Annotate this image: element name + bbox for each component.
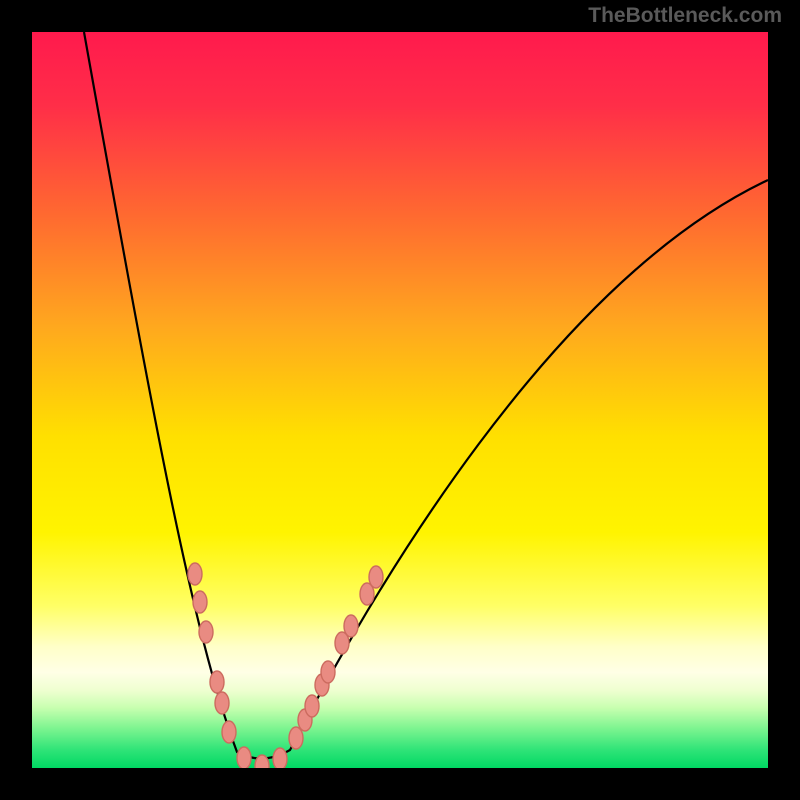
data-marker bbox=[344, 615, 358, 637]
data-marker bbox=[188, 563, 202, 585]
data-marker bbox=[305, 695, 319, 717]
data-marker bbox=[237, 747, 251, 768]
chart-background bbox=[32, 32, 768, 768]
data-marker bbox=[199, 621, 213, 643]
plot-area bbox=[32, 32, 768, 768]
chart-svg bbox=[32, 32, 768, 768]
data-marker bbox=[222, 721, 236, 743]
data-marker bbox=[215, 692, 229, 714]
data-marker bbox=[193, 591, 207, 613]
data-marker bbox=[369, 566, 383, 588]
data-marker bbox=[210, 671, 224, 693]
data-marker bbox=[273, 748, 287, 768]
watermark-text: TheBottleneck.com bbox=[588, 4, 782, 28]
data-marker bbox=[321, 661, 335, 683]
data-marker bbox=[289, 727, 303, 749]
data-marker bbox=[255, 755, 269, 768]
